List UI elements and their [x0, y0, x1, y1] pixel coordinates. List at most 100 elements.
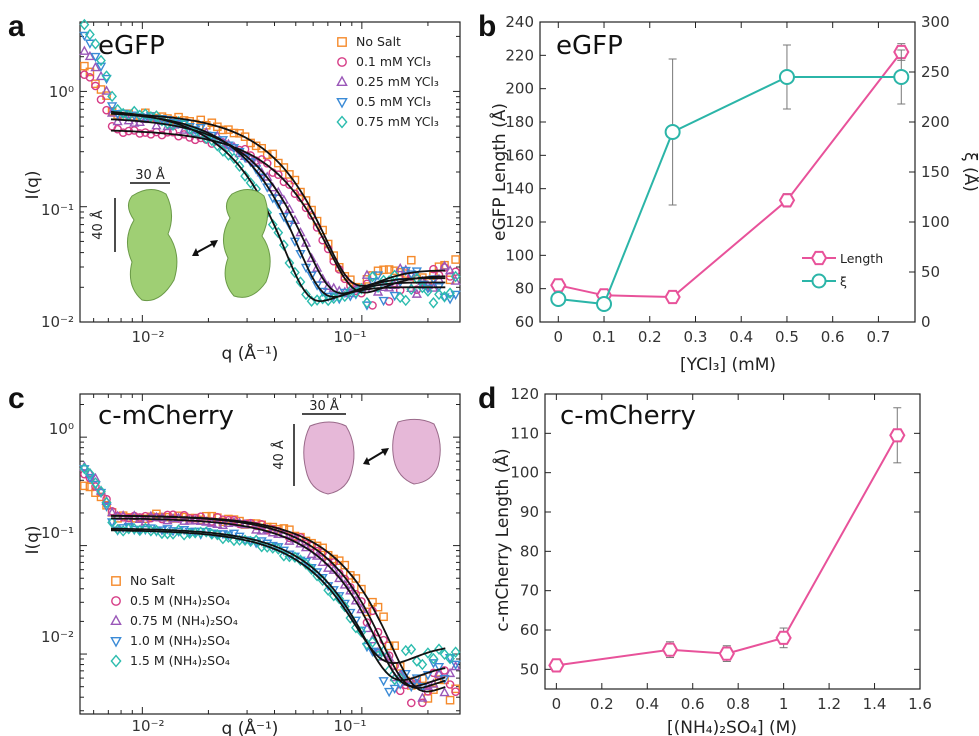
axes-d: 0 0.2 0.4 0.6 0.8 1 1.2 1.4 1.6 50 60 70 80 90 100 110 1… [510, 385, 932, 713]
data-point-c [168, 510, 178, 519]
fit-line-c [110, 514, 446, 689]
data-point-a [223, 149, 234, 161]
data-point-a [395, 291, 406, 304]
legend-label-a: 0.5 mM YCl₃ [356, 94, 431, 109]
legend-marker-c [111, 576, 121, 586]
data-point-a [379, 265, 388, 275]
data-point-c [290, 551, 300, 563]
arrowhead-c-2 [381, 448, 389, 456]
data-point-c [440, 666, 449, 675]
y-axis-label-a: I(q) [23, 170, 43, 199]
data-point-a [240, 170, 250, 182]
data-point-c [439, 648, 450, 661]
data-point-c [295, 554, 306, 566]
inset-protein-c: 30 Å 40 Å [271, 398, 441, 495]
data-point-a [323, 280, 334, 290]
arrowhead-a-2 [210, 240, 218, 248]
data-point-c [223, 517, 234, 528]
data-point-a [384, 265, 394, 274]
data-point-a [168, 127, 178, 137]
data-point-a [311, 281, 323, 291]
data-point-b [550, 291, 567, 307]
y-tick-label-d: 110 [510, 424, 539, 442]
data-point-c [140, 522, 151, 535]
panel-c: c c-mCherry 10⁻² 10⁻¹ 10⁰ 10⁻¹ 10⁻² q (Å… [8, 382, 461, 736]
data-point-c [428, 652, 439, 665]
data-point-c [85, 482, 95, 492]
data-point-a [146, 130, 156, 139]
series-line-b [558, 76, 902, 306]
data-point-c [451, 684, 460, 694]
data-point-b [550, 278, 567, 293]
fit-line-c [111, 527, 446, 682]
data-point-c [418, 698, 427, 708]
y-tick-label-d: 50 [520, 660, 539, 678]
y-tick-label-b: 240 [505, 13, 534, 31]
axes-a [80, 21, 460, 323]
data-point-c [102, 500, 111, 510]
y-tick-label-b: 60 [515, 313, 534, 331]
chart-title-c: c-mCherry [98, 401, 234, 431]
data-point-c [367, 636, 378, 648]
scale-label-y-c: 40 Å [271, 440, 287, 470]
data-point-a [85, 28, 95, 41]
data-point-a [285, 170, 294, 179]
data-point-a [285, 180, 294, 189]
data-point-a [79, 18, 90, 31]
data-point-a [406, 255, 416, 265]
data-point-c [362, 607, 372, 617]
x-tick-label-d: 0.2 [590, 695, 614, 713]
x-axis-label-c: q (Å⁻¹) [222, 717, 279, 736]
data-point-c [101, 496, 112, 509]
data-point-a [102, 105, 111, 115]
data-point-a [317, 287, 328, 298]
data-point-a [256, 173, 267, 183]
data-point-c [107, 516, 117, 529]
inset-protein-a: 30 Å 40 Å [90, 167, 271, 302]
y-tick-label-b: 180 [505, 113, 534, 131]
data-point-c [389, 684, 400, 695]
data-point-a [245, 177, 256, 189]
data-point-a [372, 286, 384, 296]
data-point-c [383, 687, 395, 698]
plot-frame-b [539, 21, 916, 323]
legend-c: No Salt 0.5 M (NH₄)₂SO₄ 0.75 M (NH₄)₂SO₄ 1.… [110, 573, 238, 668]
data-point-a [428, 297, 439, 309]
data-point-a [278, 239, 289, 251]
data-point-d [718, 646, 735, 661]
x-tick-label-c-2: 10⁻¹ [333, 717, 366, 735]
x-tick-label-b: 0.5 [775, 328, 799, 346]
fit-line-c [110, 517, 446, 688]
data-point-c [357, 584, 366, 594]
data-point-a [273, 200, 284, 210]
arrowhead-a-1 [192, 248, 199, 256]
legend-marker-a [336, 75, 348, 87]
series-line-d [556, 434, 899, 667]
data-point-a [439, 260, 450, 270]
y-tick-label-d: 120 [510, 385, 539, 403]
data-point-a [96, 54, 106, 67]
data-point-a [406, 270, 417, 280]
y2-axis-label-b: ξ (Å) [960, 152, 979, 192]
data-point-a [102, 91, 111, 100]
y-tick-label-d: 90 [520, 503, 539, 521]
data-point-c [411, 655, 422, 667]
data-point-a [101, 70, 112, 82]
legend-marker-a [337, 37, 347, 47]
legend-marker-xi-b [811, 273, 827, 289]
y-tick-label-d: 60 [520, 621, 539, 639]
data-point-a [429, 264, 438, 274]
legend-label-a: 0.1 mM YCl₃ [356, 54, 431, 69]
fit-line-a [110, 110, 446, 303]
x-tick-label-b: 0 [554, 328, 564, 346]
data-point-c [311, 550, 323, 560]
data-point-a [273, 226, 284, 239]
data-point-c [379, 612, 388, 622]
y-axis-label-d: c-mCherry Length (Å) [491, 448, 513, 631]
y-tick-label-b: 100 [505, 246, 534, 264]
data-point-c [450, 660, 461, 671]
legend-label-c: 1.0 M (NH₄)₂SO₄ [130, 633, 230, 648]
y-tick-label-b: 120 [505, 213, 534, 231]
plot-frame-d [544, 393, 921, 690]
data-point-a [112, 115, 123, 126]
